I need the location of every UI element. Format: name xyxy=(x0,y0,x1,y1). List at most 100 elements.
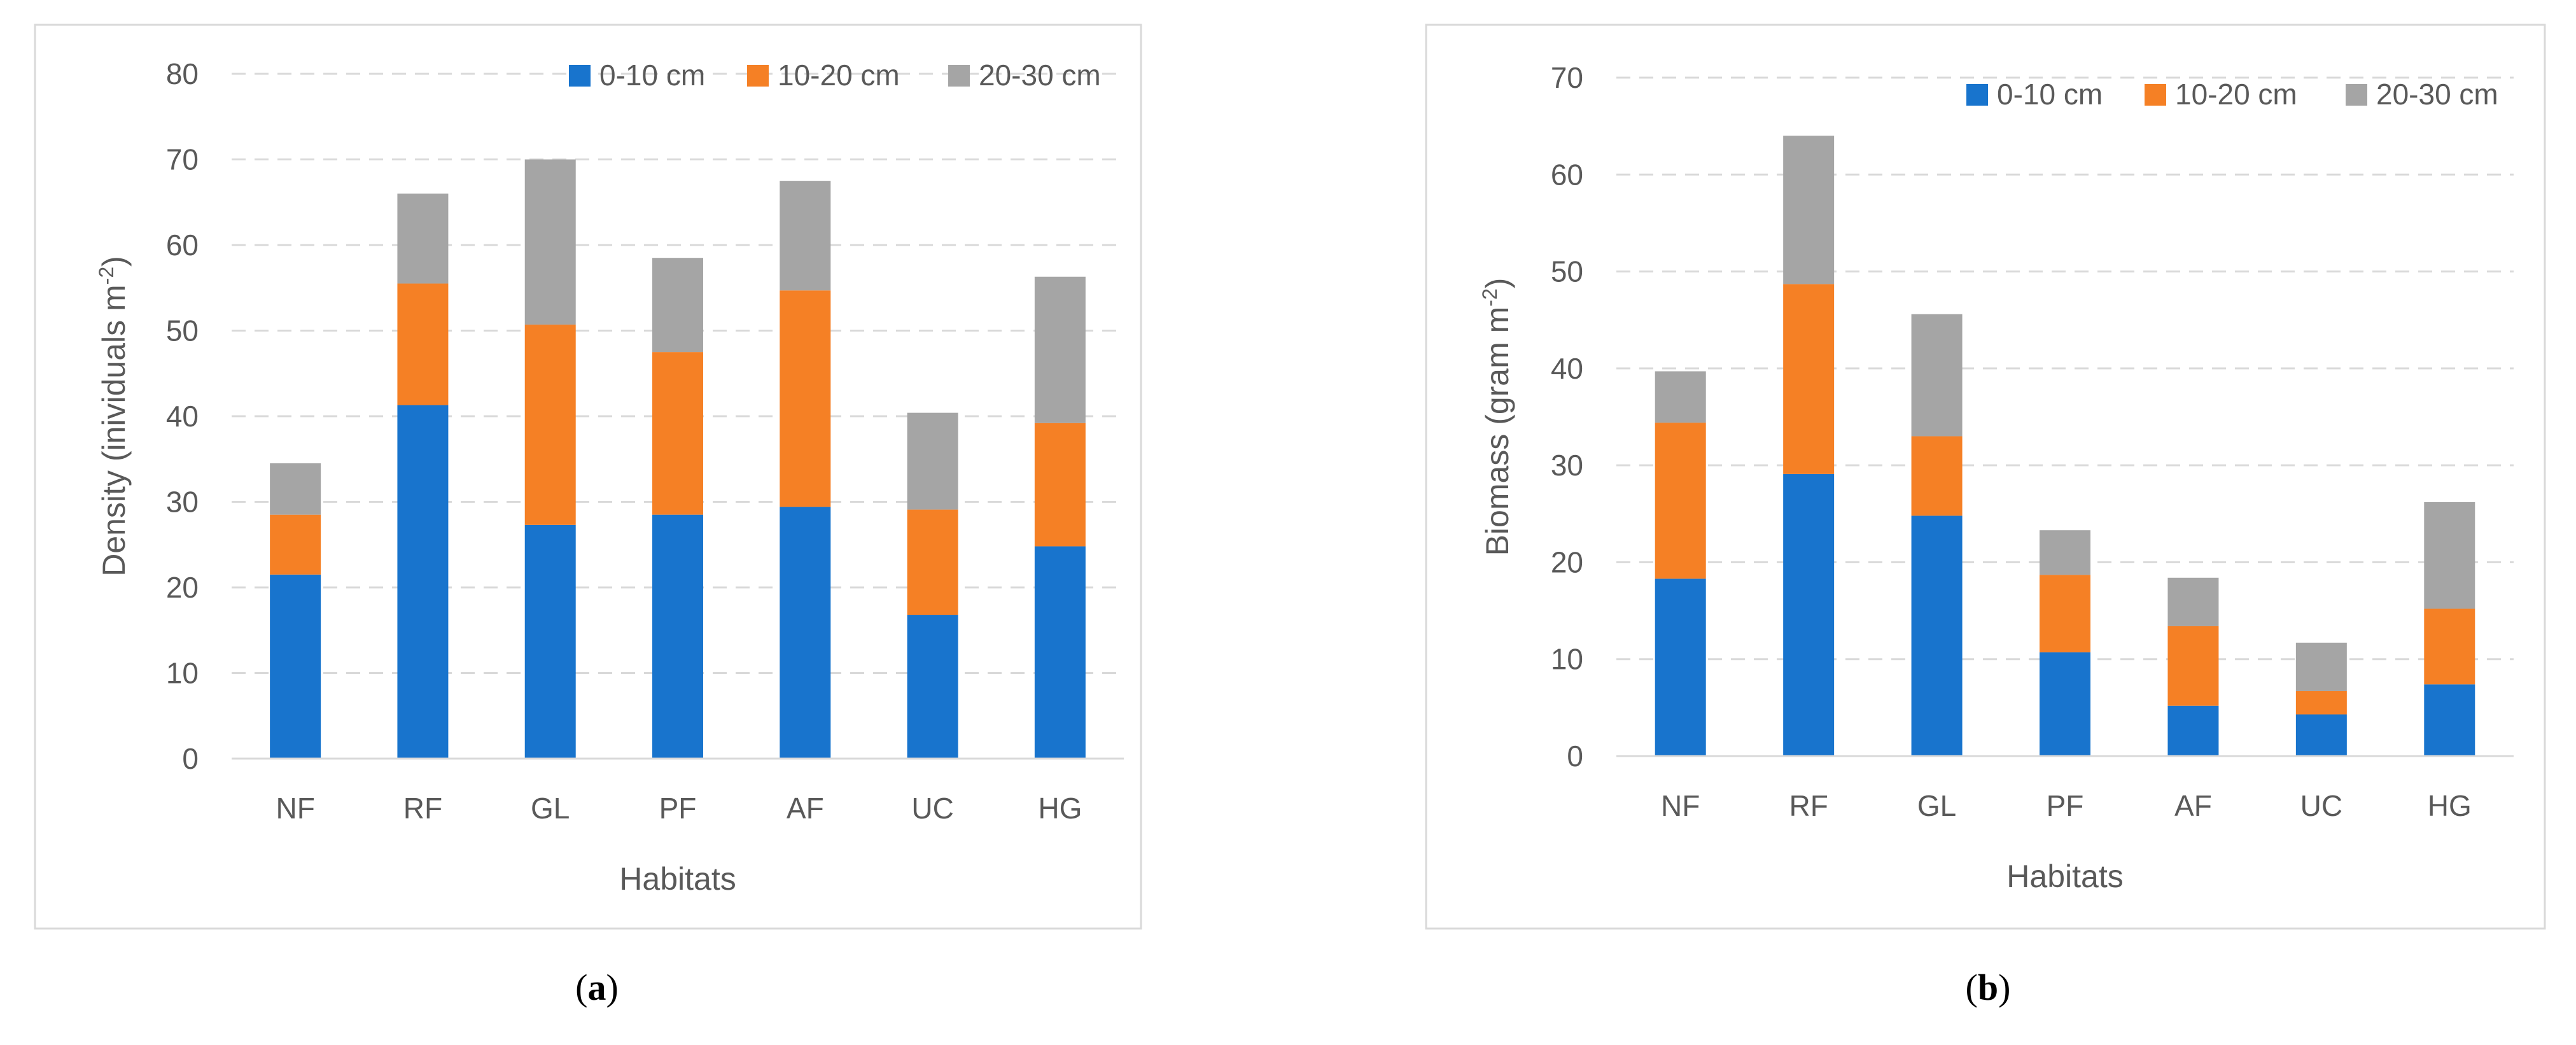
bar-uc-series-1 xyxy=(907,615,958,759)
legend-label-1: 0-10 cm xyxy=(599,59,705,92)
y-tick-label: 50 xyxy=(1551,255,1583,288)
bar-pf-series-1 xyxy=(2040,652,2090,756)
x-tick-label: UC xyxy=(911,792,953,825)
y-tick-label: 10 xyxy=(1551,643,1583,676)
bar-gl-series-3 xyxy=(1911,314,1963,437)
legend-swatch-3 xyxy=(948,65,970,87)
bar-nf-series-2 xyxy=(270,514,321,575)
bar-af-series-2 xyxy=(2167,626,2219,706)
bar-hg-series-2 xyxy=(2424,608,2475,685)
legend-label-1: 0-10 cm xyxy=(1997,78,2103,111)
y-axis-label: Biomass (gram m-2) xyxy=(1478,278,1515,556)
x-axis-label: Habitats xyxy=(619,861,736,897)
x-tick-label: NF xyxy=(276,792,314,825)
y-tick-label: 30 xyxy=(166,486,199,519)
x-axis-label: Habitats xyxy=(2006,859,2123,894)
y-tick-label: 60 xyxy=(1551,158,1583,191)
bar-hg-series-1 xyxy=(2424,684,2475,756)
y-tick-label: 40 xyxy=(1551,352,1583,385)
y-axis-label-superscript: -2 xyxy=(1478,288,1501,306)
bar-uc-series-2 xyxy=(907,509,958,615)
biomass-chart: 0 10 20 30 40 50 60 70 NF RF GL PF AF UC HG Habitats Bio… xyxy=(1425,24,2546,930)
legend-label-3: 20-30 cm xyxy=(2376,78,2498,111)
y-axis-label-text: Biomass (gram m xyxy=(1480,307,1515,556)
y-tick-label: 10 xyxy=(166,657,199,690)
y-tick-label: 20 xyxy=(1551,545,1583,579)
chart-panel-b: 0 10 20 30 40 50 60 70 NF RF GL PF AF UC HG Habitats Bio… xyxy=(1425,24,2546,930)
bar-pf-series-3 xyxy=(652,258,703,353)
x-tick-label: RF xyxy=(403,792,442,825)
bar-hg-series-3 xyxy=(1034,276,1086,423)
bar-af-series-1 xyxy=(2167,705,2219,756)
bar-af-series-3 xyxy=(2167,577,2219,626)
bar-hg-series-3 xyxy=(2424,502,2475,609)
bar-gl-series-3 xyxy=(524,159,576,325)
x-tick-label: AF xyxy=(2174,789,2212,822)
y-tick-label: 20 xyxy=(166,571,199,604)
x-tick-label: GL xyxy=(531,792,570,825)
density-chart: 0 10 20 30 40 50 60 70 80 NF RF GL PF AF UC HG Habitats D… xyxy=(34,24,1142,930)
bar-gl-series-1 xyxy=(524,524,576,759)
legend: 0-10 cm 10-20 cm 20-30 cm xyxy=(569,59,1101,92)
y-tick-label: 60 xyxy=(166,228,199,262)
y-tick-label: 40 xyxy=(166,400,199,433)
chart-panel-a: 0 10 20 30 40 50 60 70 80 NF RF GL PF AF UC HG Habitats D… xyxy=(34,24,1142,930)
bar-rf-series-3 xyxy=(1783,136,1835,284)
legend-swatch-1 xyxy=(1966,84,1988,106)
x-tick-label: HG xyxy=(1038,792,1082,825)
y-axis-label-close: ) xyxy=(96,256,132,267)
bar-rf-series-1 xyxy=(397,405,449,759)
bar-uc-series-1 xyxy=(2295,714,2347,756)
bar-gl-series-2 xyxy=(524,325,576,525)
x-tick-label: HG xyxy=(2428,789,2472,822)
bar-pf-series-2 xyxy=(652,352,703,515)
bar-af-series-1 xyxy=(780,507,831,759)
bar-pf-series-1 xyxy=(652,514,703,759)
bar-pf-series-3 xyxy=(2040,530,2090,575)
x-tick-label: PF xyxy=(2047,789,2084,822)
bar-nf-series-3 xyxy=(1655,371,1706,423)
panel-label-a: (a) xyxy=(575,967,619,1008)
y-tick-label: 0 xyxy=(1567,740,1583,773)
y-tick-label: 70 xyxy=(1551,61,1583,94)
legend-swatch-2 xyxy=(2145,84,2166,106)
x-tick-label: GL xyxy=(1917,789,1956,822)
bar-nf-series-3 xyxy=(270,463,321,515)
x-tick-label: RF xyxy=(1789,789,1828,822)
y-axis-label-text: Density (inividuals m xyxy=(96,284,132,576)
bar-hg-series-1 xyxy=(1034,546,1086,759)
y-axis-label: Density (inividuals m-2) xyxy=(95,256,132,577)
legend-swatch-3 xyxy=(2346,84,2367,106)
bar-nf-series-1 xyxy=(270,574,321,759)
bar-uc-series-3 xyxy=(907,412,958,510)
legend: 0-10 cm 10-20 cm 20-30 cm xyxy=(1966,78,2498,111)
chart-frame xyxy=(1425,24,2546,930)
bar-uc-series-3 xyxy=(2295,642,2347,691)
legend-swatch-1 xyxy=(569,65,591,87)
x-tick-label: PF xyxy=(659,792,697,825)
bar-hg-series-2 xyxy=(1034,423,1086,547)
bar-af-series-2 xyxy=(780,290,831,507)
bar-af-series-3 xyxy=(780,181,831,291)
bar-gl-series-2 xyxy=(1911,436,1963,516)
y-axis-label-close: ) xyxy=(1480,278,1515,289)
x-tick-label: AF xyxy=(787,792,824,825)
y-tick-label: 50 xyxy=(166,314,199,347)
legend-label-2: 10-20 cm xyxy=(778,59,900,92)
bar-rf-series-1 xyxy=(1783,473,1835,756)
legend-swatch-2 xyxy=(747,65,769,87)
bar-gl-series-1 xyxy=(1911,515,1963,756)
bar-uc-series-2 xyxy=(2295,691,2347,715)
legend-label-3: 20-30 cm xyxy=(979,59,1101,92)
bar-nf-series-1 xyxy=(1655,579,1706,756)
legend-label-2: 10-20 cm xyxy=(2175,78,2297,111)
bar-rf-series-2 xyxy=(1783,284,1835,474)
y-tick-label: 80 xyxy=(166,57,199,90)
y-axis-label-superscript: -2 xyxy=(95,267,118,284)
x-tick-label: NF xyxy=(1661,789,1700,822)
y-tick-label: 0 xyxy=(182,742,199,775)
bar-nf-series-2 xyxy=(1655,423,1706,579)
x-tick-label: UC xyxy=(2300,789,2342,822)
bar-rf-series-2 xyxy=(397,283,449,405)
bar-pf-series-2 xyxy=(2040,575,2090,653)
